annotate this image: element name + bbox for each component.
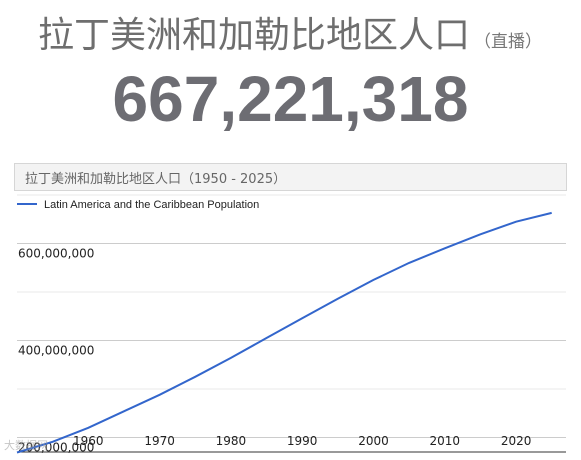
x-tick-label: 1970 bbox=[144, 434, 175, 448]
population-counter: 667,221,318 bbox=[112, 63, 469, 135]
x-tick-label: 2010 bbox=[430, 434, 461, 448]
x-tick-label: 1960 bbox=[73, 434, 104, 448]
y-tick-label: 400,000,000 bbox=[18, 343, 94, 357]
legend-label: Latin America and the Caribbean Populati… bbox=[44, 199, 259, 211]
x-tick-label: 1980 bbox=[216, 434, 247, 448]
series-line bbox=[16, 211, 552, 454]
page-title: 拉丁美洲和加勒比地区人口 （直播） bbox=[38, 6, 542, 58]
chart-title-bar: 拉丁美洲和加勒比地区人口（1950 - 2025） bbox=[14, 163, 567, 191]
chart-title: 拉丁美洲和加勒比地区人口（1950 - 2025） bbox=[25, 172, 287, 187]
page-title-text: 拉丁美洲和加勒比地区人口 bbox=[38, 15, 471, 56]
y-tick-label: 200,000,000 bbox=[18, 440, 94, 454]
x-tick-label: 1990 bbox=[287, 434, 318, 448]
x-tick-label: 2000 bbox=[358, 434, 389, 448]
live-label: （直播） bbox=[474, 32, 543, 52]
watermark-text: 大数据网 bbox=[4, 439, 48, 452]
x-tick-label: 2020 bbox=[501, 434, 532, 448]
y-tick-label: 600,000,000 bbox=[18, 246, 94, 260]
